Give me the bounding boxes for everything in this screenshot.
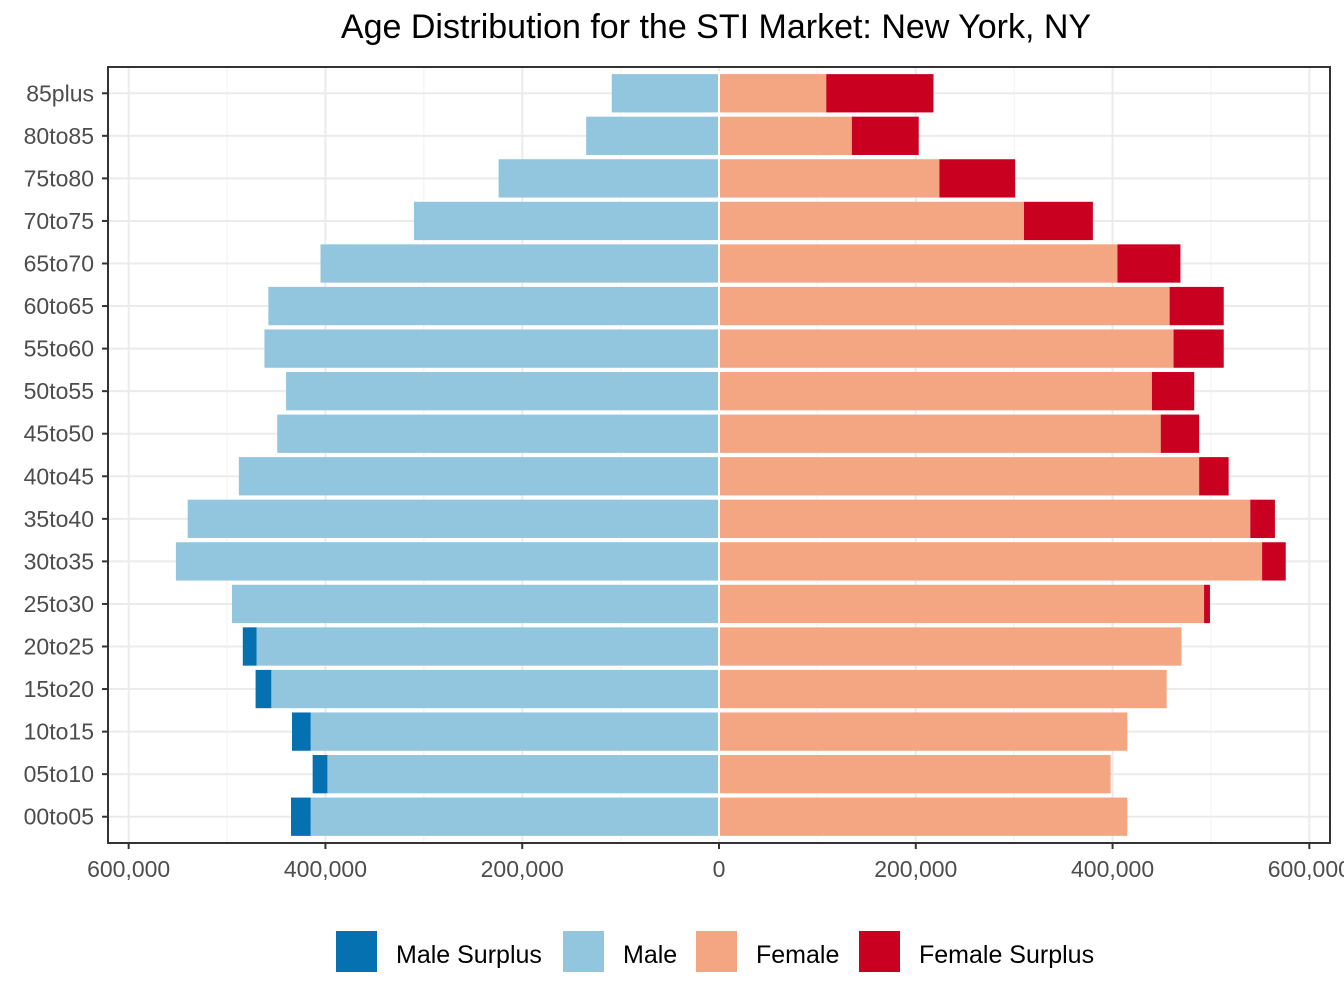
y-tick-label: 50to55 bbox=[24, 378, 94, 404]
bar-female-surplus-85plus bbox=[826, 74, 934, 113]
x-tick-label: 600,000 bbox=[1268, 856, 1344, 882]
bar-female-45to50 bbox=[719, 414, 1161, 453]
y-tick-label: 80to85 bbox=[24, 123, 94, 149]
y-tick-label: 20to25 bbox=[24, 634, 94, 660]
legend-label: Female Surplus bbox=[919, 941, 1094, 969]
legend-label: Female bbox=[756, 941, 839, 969]
legend-swatch bbox=[696, 931, 737, 972]
y-tick-label: 00to05 bbox=[24, 804, 94, 830]
bar-female-surplus-55to60 bbox=[1173, 329, 1224, 368]
y-tick-label: 70to75 bbox=[24, 208, 94, 234]
legend-swatch bbox=[859, 931, 900, 972]
bar-female-35to40 bbox=[719, 499, 1251, 538]
bar-male-00to05 bbox=[310, 797, 719, 836]
y-tick-label: 45to50 bbox=[24, 421, 94, 447]
bar-male-35to40 bbox=[187, 499, 719, 538]
bar-female-00to05 bbox=[719, 797, 1128, 836]
bar-female-surplus-25to30 bbox=[1204, 584, 1210, 624]
bar-male-65to70 bbox=[320, 244, 719, 283]
bar-male-70to75 bbox=[413, 201, 719, 241]
x-tick-label: 400,000 bbox=[1071, 856, 1154, 882]
bar-female-65to70 bbox=[719, 244, 1118, 283]
bar-female-surplus-50to55 bbox=[1151, 372, 1195, 411]
bar-male-25to30 bbox=[231, 584, 719, 624]
legend: Male Surplus Male Female Female Surplus bbox=[336, 931, 1094, 972]
y-tick-label: 60to65 bbox=[24, 293, 94, 319]
bar-female-05to10 bbox=[719, 755, 1111, 794]
y-axis: 00to05 05to10 10to15 15to20 20to25 25to30 30to… bbox=[24, 80, 108, 830]
bar-male-85plus bbox=[611, 74, 719, 113]
bar-female-20to25 bbox=[719, 627, 1182, 666]
y-tick-label: 55to60 bbox=[24, 336, 94, 362]
bar-female-surplus-45to50 bbox=[1160, 414, 1200, 453]
x-tick-label: 200,000 bbox=[874, 856, 957, 882]
bar-female-40to45 bbox=[719, 457, 1200, 496]
bar-female-80to85 bbox=[719, 116, 852, 155]
bar-male-20to25 bbox=[256, 627, 719, 666]
bar-male-15to20 bbox=[271, 669, 719, 709]
bar-male-30to35 bbox=[175, 542, 719, 581]
bar-male-surplus-20to25 bbox=[242, 627, 257, 666]
bar-male-05to10 bbox=[327, 755, 719, 794]
bar-male-50to55 bbox=[286, 372, 719, 411]
bar-female-surplus-80to85 bbox=[851, 116, 919, 155]
bar-male-45to50 bbox=[277, 414, 719, 453]
bar-male-surplus-15to20 bbox=[255, 669, 272, 709]
bar-male-60to65 bbox=[268, 286, 719, 326]
bar-male-75to80 bbox=[498, 159, 719, 198]
x-tick-label: 200,000 bbox=[481, 856, 564, 882]
bar-female-surplus-65to70 bbox=[1117, 244, 1181, 283]
bar-female-surplus-30to35 bbox=[1262, 542, 1286, 581]
x-axis: 600,000 400,000 200,000 0 200,000 400,000 600,… bbox=[87, 843, 1344, 882]
bar-female-55to60 bbox=[719, 329, 1174, 368]
bar-female-surplus-40to45 bbox=[1199, 457, 1229, 496]
y-tick-label: 65to70 bbox=[24, 251, 94, 277]
bar-male-surplus-00to05 bbox=[291, 797, 311, 836]
bar-male-80to85 bbox=[586, 116, 719, 155]
bar-female-25to30 bbox=[719, 584, 1205, 624]
y-tick-label: 30to35 bbox=[24, 548, 94, 574]
bar-male-10to15 bbox=[310, 712, 719, 751]
legend-swatch bbox=[336, 931, 377, 972]
chart-title: Age Distribution for the STI Market: New… bbox=[340, 8, 1092, 46]
bar-female-70to75 bbox=[719, 201, 1025, 241]
bar-male-55to60 bbox=[264, 329, 719, 368]
bar-female-surplus-35to40 bbox=[1250, 499, 1275, 538]
x-tick-label: 600,000 bbox=[87, 856, 170, 882]
bar-male-surplus-10to15 bbox=[291, 712, 311, 751]
legend-label: Male Surplus bbox=[396, 941, 542, 969]
y-tick-label: 75to80 bbox=[24, 165, 94, 191]
bar-male-surplus-05to10 bbox=[312, 755, 328, 794]
bars bbox=[175, 71, 1286, 839]
x-tick-label: 400,000 bbox=[284, 856, 367, 882]
bar-female-30to35 bbox=[719, 542, 1263, 581]
y-tick-label: 25to30 bbox=[24, 591, 94, 617]
y-tick-label: 40to45 bbox=[24, 463, 94, 489]
y-tick-label: 10to15 bbox=[24, 719, 94, 745]
legend-label: Male bbox=[623, 941, 677, 969]
bar-female-60to65 bbox=[719, 286, 1170, 326]
bar-female-15to20 bbox=[719, 669, 1167, 709]
bar-female-10to15 bbox=[719, 712, 1128, 751]
bar-female-surplus-70to75 bbox=[1024, 201, 1093, 241]
bar-female-surplus-60to65 bbox=[1169, 286, 1224, 326]
bar-female-75to80 bbox=[719, 159, 940, 198]
bar-female-surplus-75to80 bbox=[939, 159, 1016, 198]
x-tick-label: 0 bbox=[713, 856, 726, 882]
bar-female-50to55 bbox=[719, 372, 1152, 411]
y-tick-label: 35to40 bbox=[24, 506, 94, 532]
y-tick-label: 15to20 bbox=[24, 676, 94, 702]
legend-swatch bbox=[563, 931, 604, 972]
bar-female-85plus bbox=[719, 74, 827, 113]
bar-male-40to45 bbox=[238, 457, 720, 496]
y-tick-label: 85plus bbox=[26, 80, 94, 106]
y-tick-label: 05to10 bbox=[24, 761, 94, 787]
